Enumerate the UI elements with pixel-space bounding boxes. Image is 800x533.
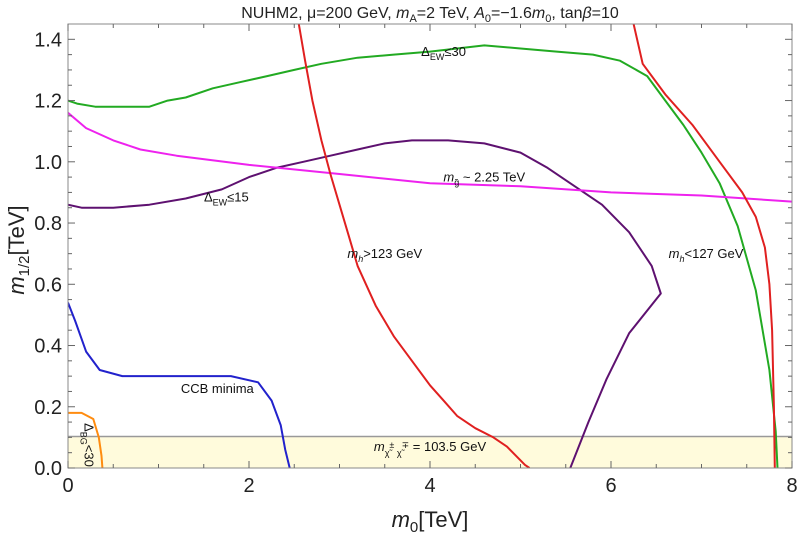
annotation-label: ΔEW≤30 [421,44,466,62]
y-tick-label: 1.2 [34,91,62,113]
annotation-label: mχ̃± χ̃∓ = 103.5 GeV [374,439,487,458]
series-line-mg-2-25-tev [68,112,792,203]
tick-layer: 0 2 4 6 8 0.0 0.2 0.4 0.6 0.8 1.0 1.2 1.4 [34,24,798,497]
y-tick-label: 1.0 [34,152,62,174]
chart-title: NUHM2, μ=200 GeV, mA=2 TeV, A0=−1.6m0, t… [241,5,619,25]
series-line-ew-30 [68,44,779,468]
annotation-label: ΔEW≤15 [204,190,249,208]
series-layer [68,24,792,468]
annotation-label: mh>123 GeV [347,246,422,264]
x-tick-label: 0 [62,475,73,497]
annotation-label: mg̃ ~ 2.25 TeV [443,170,525,188]
x-axis-label: m0[TeV] [392,507,469,533]
y-axis-label: m1/2[TeV] [4,205,33,294]
y-tick-label: 0.6 [34,274,62,296]
annotation-label: ΔBG<30 [78,423,96,467]
series-line-bg-30 [68,411,104,468]
annotation-label: CCB minima [181,381,255,396]
series-line-ccb-minima [68,302,291,468]
x-tick-label: 8 [786,475,797,497]
x-tick-label: 2 [243,475,254,497]
series-line-mh-123-gev [297,24,531,468]
annotation-layer: ΔEW≤30 ΔEW≤15 mg̃ ~ 2.25 TeV mh>123 GeV mh<1… [78,44,743,467]
y-tick-label: 0.8 [34,213,62,235]
x-tick-label: 4 [424,475,435,497]
y-tick-label: 0.4 [34,336,62,358]
series-line-ew-15 [68,139,662,468]
y-tick-label: 0.0 [34,458,62,480]
y-tick-label: 1.4 [34,29,62,51]
annotation-label: mh<127 GeV [669,246,744,264]
x-tick-label: 6 [605,475,616,497]
series-line-mh-127-gev [632,24,776,468]
y-tick-label: 0.2 [34,397,62,419]
